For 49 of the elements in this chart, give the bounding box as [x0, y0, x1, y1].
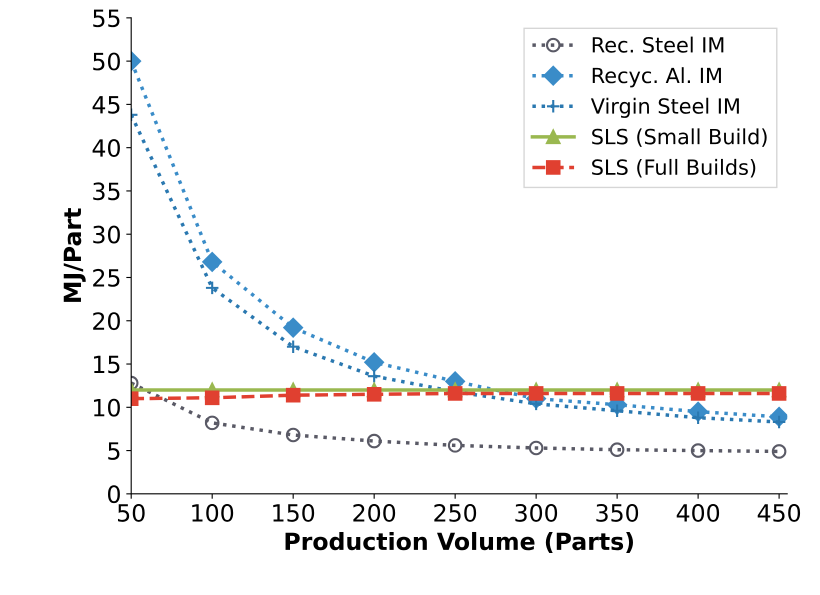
- point: [364, 352, 384, 372]
- point: [610, 386, 624, 401]
- x-tick-label: 200: [353, 504, 396, 522]
- point: [366, 368, 382, 384]
- point: [690, 443, 706, 458]
- point: [286, 339, 300, 354]
- point: [204, 416, 220, 430]
- y-tick-label: 5: [108, 442, 120, 460]
- x-tick-label: 250: [434, 504, 476, 522]
- y-tick-label: 50: [93, 52, 120, 70]
- y-tick-label: 20: [93, 312, 120, 330]
- point: [448, 438, 462, 453]
- y-tick-label: 15: [94, 356, 120, 374]
- x-tick-label: 450: [758, 504, 800, 522]
- y-tick-label: 0: [108, 485, 120, 504]
- point: [690, 386, 706, 401]
- legend-label: Rec. Steel IM: [592, 36, 724, 53]
- y-tick-label: 55: [93, 10, 120, 28]
- point: [286, 428, 300, 442]
- point: [772, 444, 786, 459]
- y-tick-label: 25: [93, 268, 120, 287]
- legend-label: SLS (Small Build): [592, 128, 767, 147]
- x-tick-label: 100: [192, 504, 234, 522]
- point: [204, 280, 220, 296]
- point: [366, 434, 382, 448]
- point: [610, 442, 624, 458]
- legend-label: SLS (Full Builds): [592, 158, 756, 178]
- y-tick-label: 30: [93, 226, 120, 244]
- y-tick-label: 45: [92, 96, 120, 114]
- point: [202, 252, 222, 272]
- legend-label: Virgin Steel IM: [590, 98, 739, 118]
- x-tick-label: 300: [515, 504, 558, 522]
- x-axis-title: Production Volume (Parts): [286, 532, 633, 554]
- y-axis-title: MJ/Part: [64, 208, 86, 302]
- x-tick-label: 350: [596, 504, 638, 522]
- point: [528, 386, 544, 401]
- point: [286, 388, 300, 402]
- y-tick-label: 40: [92, 139, 120, 157]
- point: [528, 440, 544, 456]
- y-tick-label: 10: [94, 398, 120, 417]
- legend-label: Recyc. Al. IM: [592, 67, 721, 88]
- point: [610, 403, 624, 418]
- x-tick-label: 150: [273, 504, 314, 522]
- point: [772, 386, 786, 401]
- x-tick-label: 400: [676, 504, 720, 522]
- point: [204, 390, 220, 406]
- point: [366, 387, 382, 402]
- point: [283, 318, 304, 338]
- y-tick-label: 35: [93, 182, 120, 200]
